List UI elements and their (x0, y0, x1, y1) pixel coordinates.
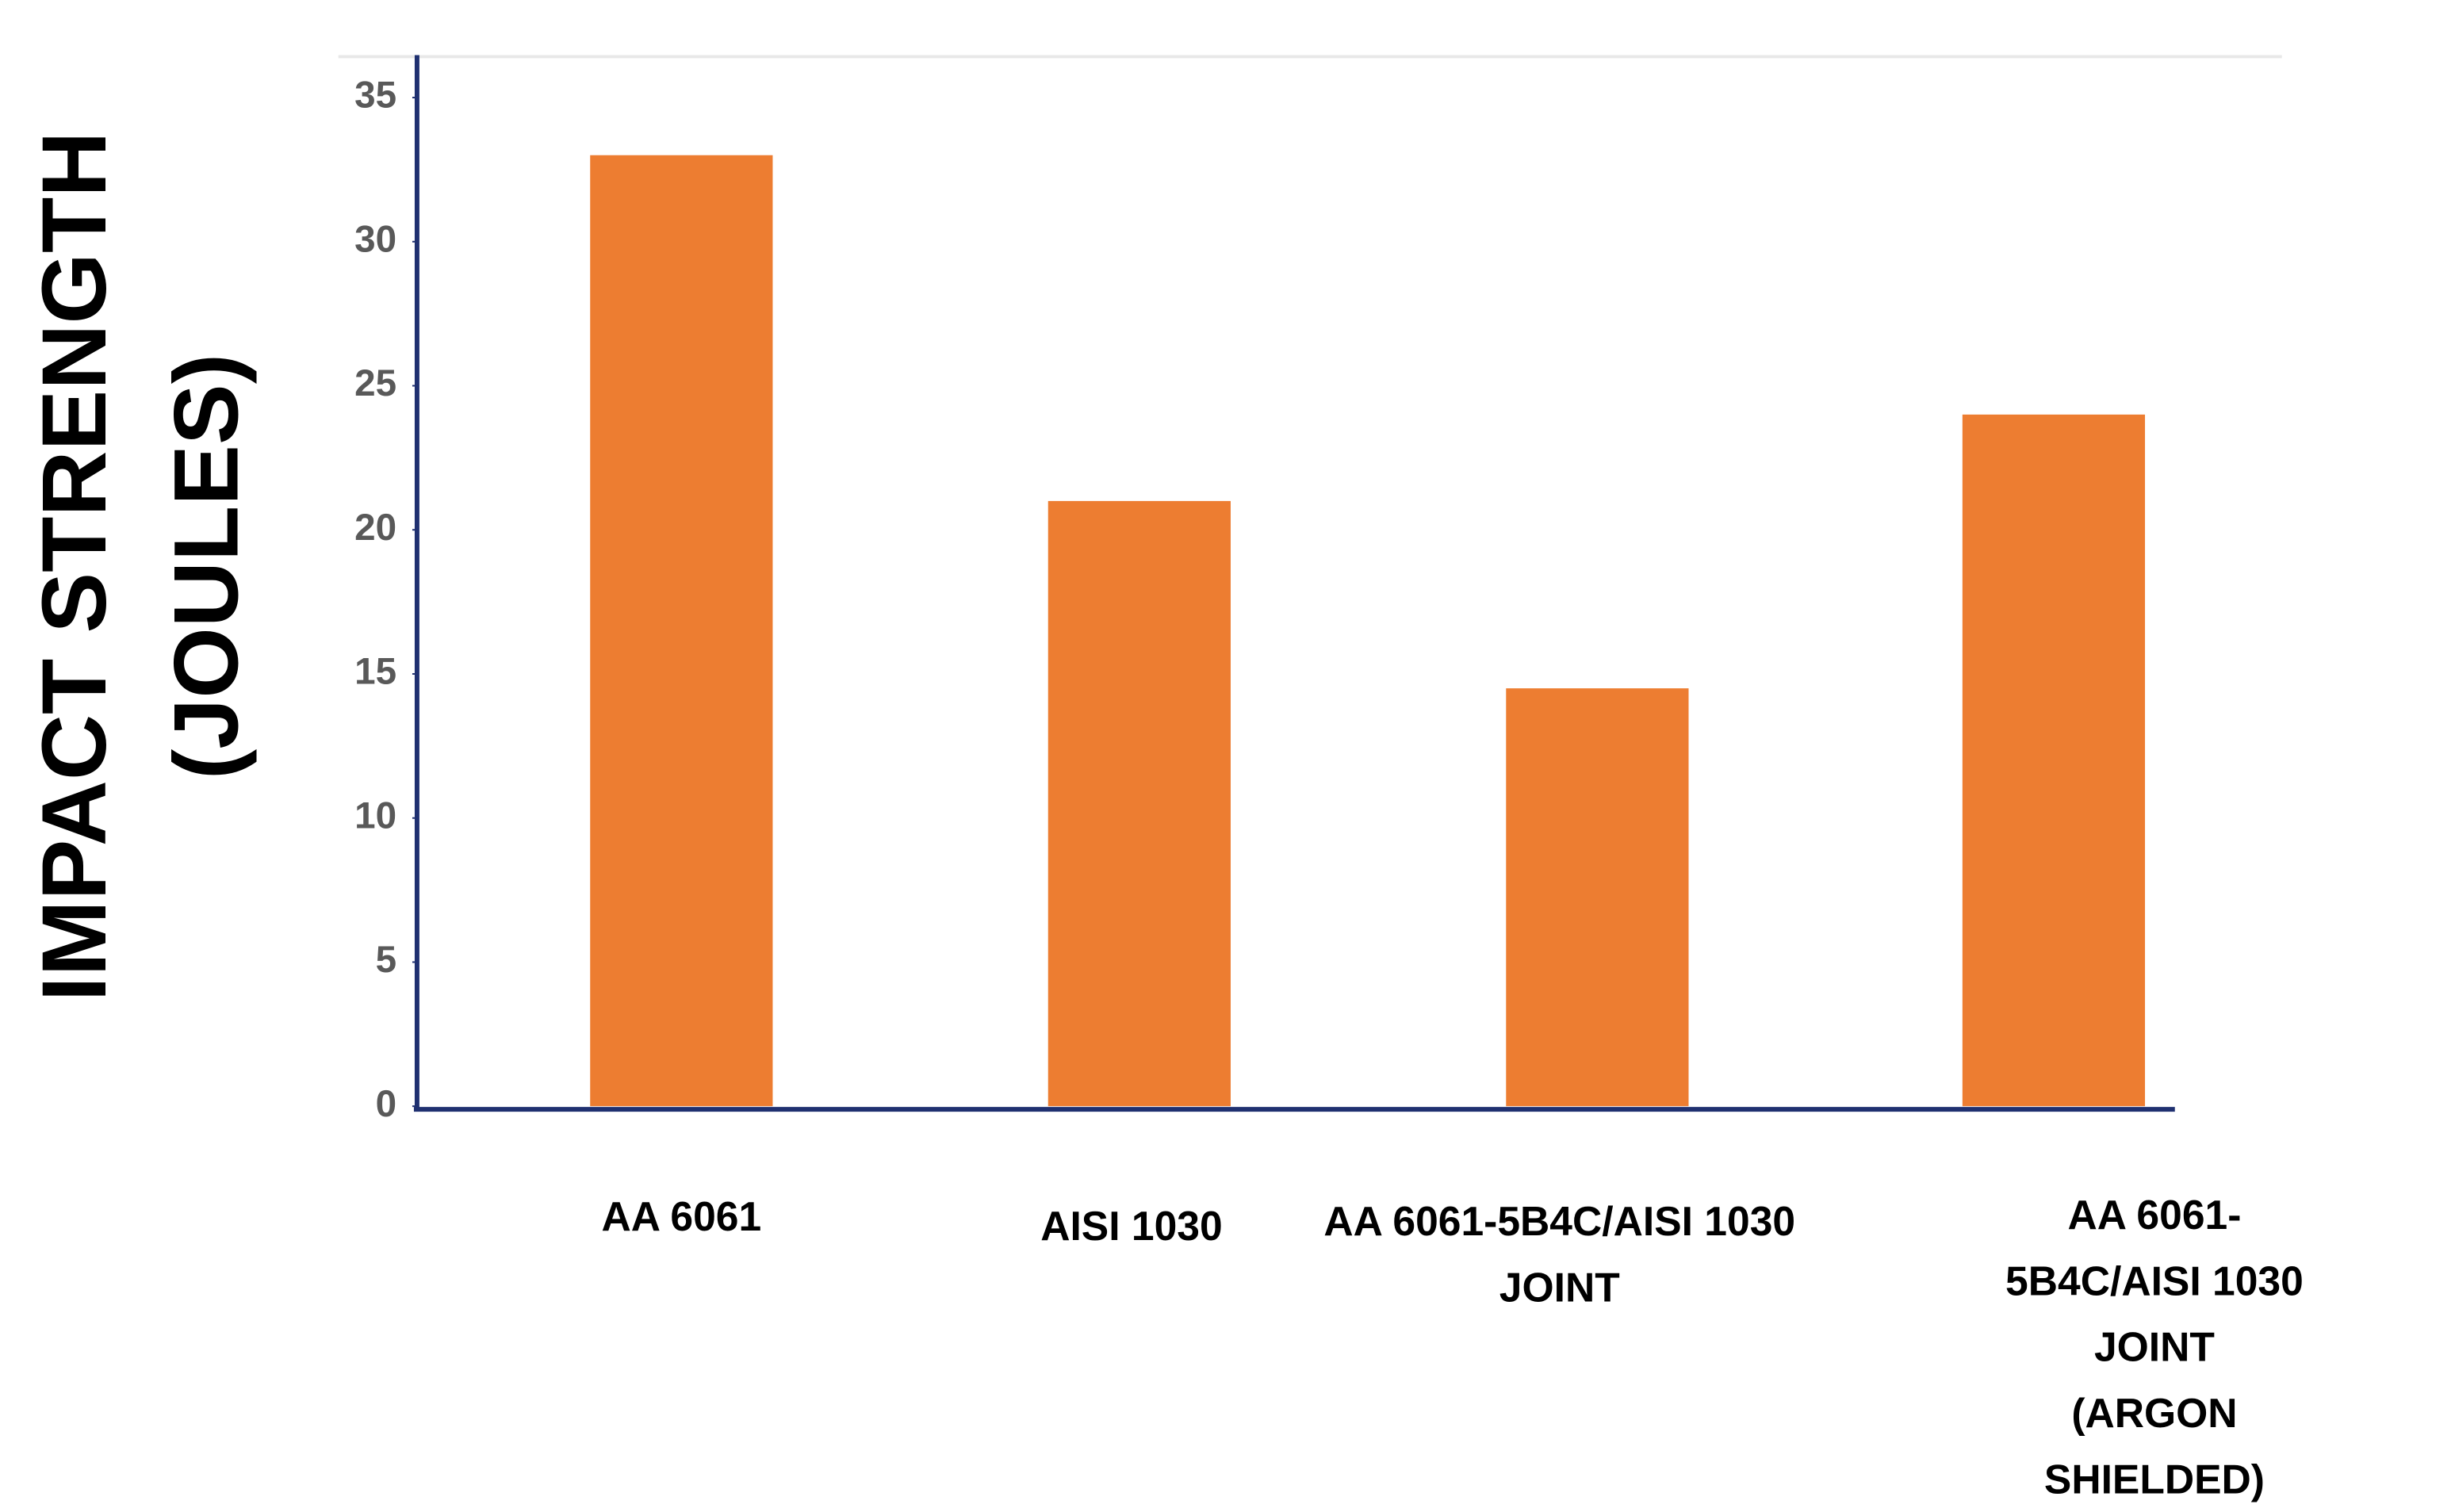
bar (1962, 414, 2146, 1107)
y-tick-label: 15 (354, 651, 396, 693)
y-tick-label: 35 (354, 75, 396, 117)
y-tick-label: 20 (354, 507, 396, 549)
chart-area: 0 5 10 15 20 25 30 35 IMPACT STRENGTH (JOULES) … (23, 55, 2304, 1502)
y-tick-label: 0 (376, 1083, 397, 1125)
x-tick-label: AA 6061-5B4C/AISI 1030 JOINT (ARGON SHIE… (2005, 1191, 2304, 1503)
y-tick-label: 30 (354, 218, 396, 260)
bar (590, 155, 773, 1107)
x-tick-label: AA 6061 (601, 1192, 762, 1240)
chart: 0 5 10 15 20 25 30 35 (338, 55, 2282, 1125)
page: 0 5 10 15 20 25 30 35 IMPACT STRENGTH (JOULES) … (23, 55, 2304, 1503)
bar (1047, 500, 1231, 1107)
y-axis-title: IMPACT STRENGTH (JOULES) (23, 131, 259, 1002)
x-tick-label: AISI 1030 (1040, 1202, 1223, 1250)
y-tick-label: 5 (376, 939, 397, 981)
y-tick-label: 10 (354, 794, 396, 836)
x-tick-label: AA 6061-5B4C/AISI 1030 JOINT (1323, 1197, 1796, 1311)
bar (1506, 688, 1689, 1107)
y-tick-label: 25 (354, 362, 396, 404)
